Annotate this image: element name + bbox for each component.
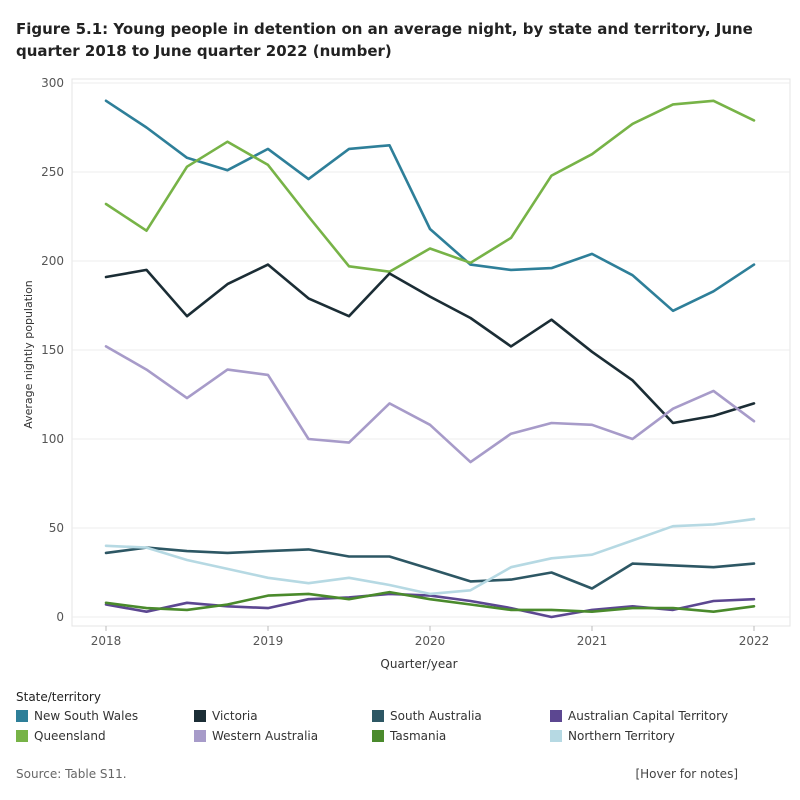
series-line-western-australia[interactable] <box>104 345 756 464</box>
x-tick-label: 2019 <box>253 634 284 648</box>
legend-item-south-australia[interactable]: South Australia <box>372 708 550 724</box>
series-line-south-australia[interactable] <box>104 546 756 590</box>
legend-label: Western Australia <box>212 729 319 743</box>
legend-swatch <box>372 710 384 722</box>
legend-item-australian-capital-territory[interactable]: Australian Capital Territory <box>550 708 780 724</box>
legend-grid: New South Wales Victoria South Australia Au… <box>16 708 786 744</box>
series-line-australian-capital-territory[interactable] <box>104 592 756 619</box>
y-tick-label: 300 <box>41 76 64 90</box>
legend-label: Australian Capital Territory <box>568 709 729 723</box>
legend-swatch <box>16 730 28 742</box>
series-line-victoria[interactable] <box>104 263 756 425</box>
legend-item-new-south-wales[interactable]: New South Wales <box>16 708 194 724</box>
x-tick-label: 2020 <box>415 634 446 648</box>
series-line-queensland[interactable] <box>104 99 756 274</box>
legend-swatch <box>550 730 562 742</box>
legend-item-northern-territory[interactable]: Northern Territory <box>550 728 780 744</box>
y-tick-label: 150 <box>41 343 64 357</box>
legend-swatch <box>372 730 384 742</box>
legend-item-tasmania[interactable]: Tasmania <box>372 728 550 744</box>
y-tick-label: 0 <box>56 610 64 624</box>
legend-label: Victoria <box>212 709 258 723</box>
legend-item-queensland[interactable]: Queensland <box>16 728 194 744</box>
y-tick-label: 50 <box>49 521 64 535</box>
series-line-new-south-wales[interactable] <box>104 99 756 313</box>
x-tick-label: 2021 <box>577 634 608 648</box>
series-line-tasmania[interactable] <box>104 590 756 614</box>
series-line-northern-territory[interactable] <box>104 517 756 596</box>
y-axis-label: Average nightly population <box>22 280 35 429</box>
y-tick-label: 250 <box>41 165 64 179</box>
legend-item-victoria[interactable]: Victoria <box>194 708 372 724</box>
legend-label: South Australia <box>390 709 482 723</box>
legend-swatch <box>16 710 28 722</box>
chart-title: Figure 5.1: Young people in detention on… <box>16 20 753 60</box>
notes-link[interactable]: [Hover for notes] <box>635 767 738 781</box>
line-chart[interactable]: 0 50 100 150 200 250 300 2018 2019 2020 2021 2022 Qu… <box>0 0 800 690</box>
x-tick-label: 2018 <box>91 634 122 648</box>
legend-label: Queensland <box>34 729 106 743</box>
source-note: Source: Table S11. <box>16 767 127 781</box>
legend-title: State/territory <box>16 690 101 704</box>
legend-item-western-australia[interactable]: Western Australia <box>194 728 372 744</box>
y-tick-label: 200 <box>41 254 64 268</box>
x-axis-label: Quarter/year <box>380 657 457 671</box>
legend-swatch <box>194 730 206 742</box>
plot-border <box>71 78 791 627</box>
legend: State/territory New South Wales Victoria S… <box>16 690 786 744</box>
legend-swatch <box>550 710 562 722</box>
y-tick-label: 100 <box>41 432 64 446</box>
legend-label: New South Wales <box>34 709 139 723</box>
legend-label: Tasmania <box>390 729 447 743</box>
x-tick-label: 2022 <box>739 634 770 648</box>
legend-label: Northern Territory <box>568 729 675 743</box>
legend-swatch <box>194 710 206 722</box>
